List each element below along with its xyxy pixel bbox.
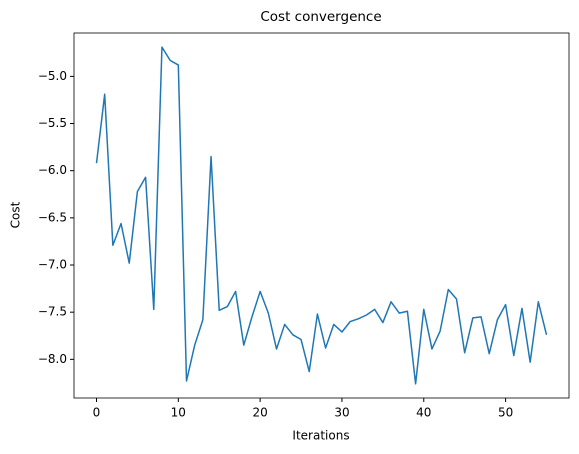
- chart-title: Cost convergence: [260, 9, 381, 25]
- y-tick-label: −6.0: [38, 163, 67, 177]
- x-tick-label: 50: [498, 406, 513, 420]
- x-tick-label: 10: [171, 406, 186, 420]
- y-axis-label: Cost: [9, 201, 23, 228]
- y-tick-label: −5.5: [38, 116, 67, 130]
- line: [95, 46, 548, 385]
- plot-frame: [73, 32, 570, 399]
- y-tick-label: −7.0: [38, 258, 67, 272]
- y-tick-label: −7.5: [38, 305, 67, 319]
- y-tick-label: −5.0: [38, 69, 67, 83]
- x-axis-label: Iterations: [292, 429, 349, 443]
- x-tick-label: 30: [334, 406, 349, 420]
- x-tick-label: 20: [252, 406, 267, 420]
- x-tick-label: 0: [93, 406, 101, 420]
- y-tick-label: −8.0: [38, 352, 67, 366]
- y-tick-label: −6.5: [38, 210, 67, 224]
- x-tick-label: 40: [416, 406, 431, 420]
